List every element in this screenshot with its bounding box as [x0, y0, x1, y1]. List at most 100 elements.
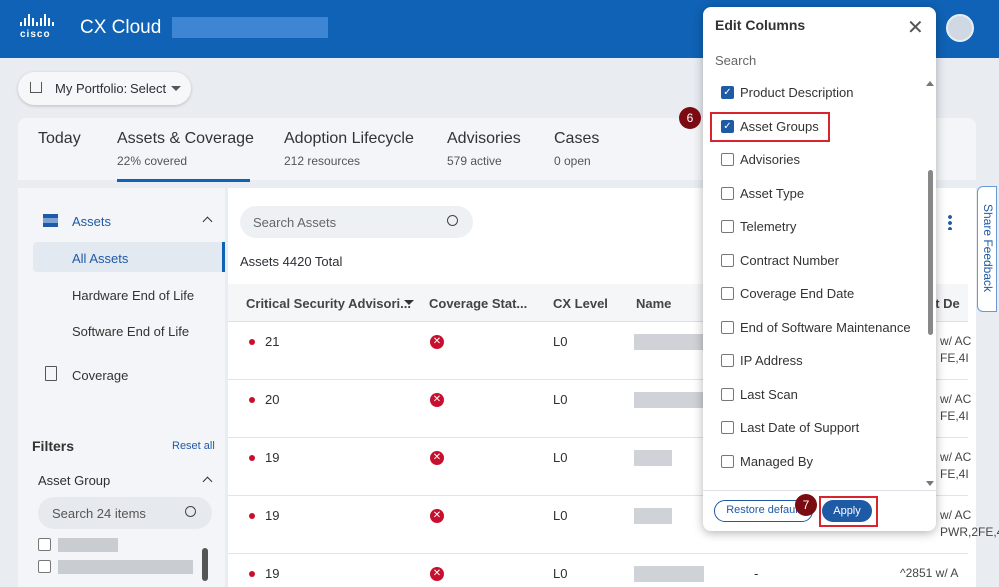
logo-bar: [24, 18, 26, 26]
tab-title[interactable]: Advisories: [447, 130, 521, 147]
advisory-count: 21: [265, 334, 280, 349]
column-header[interactable]: Name: [636, 296, 672, 311]
option-label[interactable]: Asset Type: [740, 185, 805, 201]
nav-item[interactable]: All Assets: [72, 251, 129, 266]
option-label[interactable]: Contract Number: [740, 252, 839, 268]
nav-item[interactable]: Coverage: [72, 368, 129, 383]
active-bar: [222, 242, 225, 272]
cx-level: L0: [553, 392, 568, 407]
option-label[interactable]: IP Address: [740, 353, 803, 368]
cx-level: L0: [553, 334, 568, 349]
redacted: [634, 392, 704, 408]
tab-title[interactable]: Cases: [554, 130, 600, 147]
step-badge: 7: [795, 494, 817, 516]
app-name: CX Cloud: [80, 17, 162, 38]
checkbox[interactable]: [721, 387, 734, 401]
option-label[interactable]: End of Software Maintenance: [740, 319, 911, 335]
feedback-tab[interactable]: Share Feedback: [977, 186, 997, 312]
option-label[interactable]: Telemetry: [740, 219, 797, 234]
asset-search[interactable]: Search Assets: [240, 206, 473, 238]
home-icon: [30, 82, 42, 93]
tab-sub: 579 active: [447, 154, 502, 168]
coverage-icon: ✕: [430, 451, 444, 465]
column-header[interactable]: CX Level: [553, 296, 608, 311]
logo-bar: [32, 18, 34, 26]
option-label[interactable]: Last Date of Support: [740, 420, 860, 435]
close-button[interactable]: ✕: [907, 17, 924, 39]
checkbox[interactable]: [38, 538, 51, 551]
logo-bar: [40, 18, 42, 26]
apply-button[interactable]: Apply: [822, 500, 872, 522]
redacted: [634, 334, 704, 350]
modal-title: Edit Columns: [715, 17, 806, 33]
severity-dot: [249, 571, 255, 577]
modal-search[interactable]: Search: [715, 53, 757, 68]
checkbox[interactable]: [721, 421, 734, 434]
checkbox[interactable]: [721, 320, 734, 334]
coverage-icon: ✕: [430, 335, 444, 349]
nav-item[interactable]: Software End of Life: [72, 324, 190, 339]
portfolio-select[interactable]: My Portfolio: Select: [18, 72, 191, 105]
group-title: Asset Group: [38, 473, 111, 488]
scroll-track-up: [926, 81, 934, 86]
portfolio-label: My Portfolio:: [55, 81, 128, 96]
filter-search[interactable]: Search 24 items: [38, 497, 212, 529]
checkbox[interactable]: ✓: [721, 119, 734, 133]
logo-bar: [28, 14, 30, 26]
scroll-track-down: [926, 481, 934, 486]
option-label[interactable]: Last Scan: [740, 386, 798, 402]
product-text: ^2851 w/ A: [900, 566, 959, 580]
product-text: w/ AC: [940, 392, 972, 406]
active-item: [33, 242, 225, 272]
logo-bar: [52, 22, 54, 26]
column-header[interactable]: Coverage Stat...: [429, 296, 528, 311]
checkbox[interactable]: [721, 287, 734, 300]
product-text: FE,4I: [940, 467, 969, 481]
coverage-icon: ✕: [430, 509, 444, 523]
edit-columns-modal: Edit Columns ✕ Search ✓ Product Description ✓…: [703, 7, 936, 531]
tab-sub: 0 open: [554, 154, 591, 168]
tab-title[interactable]: Assets & Coverage: [117, 130, 254, 147]
checkbox[interactable]: [721, 354, 734, 367]
severity-dot: [249, 513, 255, 519]
logo-text: cisco: [20, 29, 51, 40]
option-label[interactable]: Advisories: [740, 152, 800, 167]
search-placeholder: Search Assets: [253, 215, 337, 230]
avatar[interactable]: [946, 14, 974, 42]
reset-link[interactable]: Reset all: [172, 440, 215, 452]
scroll-thumb: [928, 170, 933, 335]
checkbox[interactable]: [721, 253, 734, 267]
assets-icon: [43, 214, 58, 227]
filters-title: Filters: [32, 438, 75, 454]
checkbox[interactable]: [721, 454, 734, 468]
tab-sub: 212 resources: [284, 154, 361, 168]
severity-dot: [249, 397, 255, 403]
product-text: FE,4I: [940, 409, 969, 423]
tab-underline: [117, 179, 250, 182]
tab-title[interactable]: Adoption Lifecycle: [284, 130, 414, 147]
logo-bar: [48, 18, 50, 26]
option-label[interactable]: Product Description: [740, 85, 854, 100]
checkbox[interactable]: [721, 186, 734, 200]
advisory-count: 19: [265, 566, 280, 581]
cx-level: L0: [553, 508, 568, 523]
option-label[interactable]: Coverage End Date: [740, 286, 855, 301]
nav-item[interactable]: Assets: [72, 214, 112, 229]
tab-title[interactable]: Today: [38, 130, 81, 147]
kebab[interactable]: [948, 214, 952, 230]
column-header[interactable]: Critical Security Advisori...: [246, 296, 411, 311]
product-text: w/ AC: [940, 508, 972, 522]
checkbox[interactable]: [721, 220, 734, 233]
nav-item[interactable]: Hardware End of Life: [72, 288, 195, 303]
option-label[interactable]: Asset Groups: [740, 118, 819, 134]
checkbox[interactable]: ✓: [721, 86, 734, 99]
product-text: w/ AC: [940, 334, 972, 348]
option-label[interactable]: Managed By: [740, 453, 813, 469]
row-divider: [228, 495, 968, 496]
advisory-count: 20: [265, 392, 280, 407]
checkbox[interactable]: [38, 560, 51, 573]
logo-bar: [20, 22, 22, 26]
checkbox[interactable]: [721, 153, 734, 166]
footer-divider: [703, 490, 936, 491]
caret: [171, 86, 181, 91]
